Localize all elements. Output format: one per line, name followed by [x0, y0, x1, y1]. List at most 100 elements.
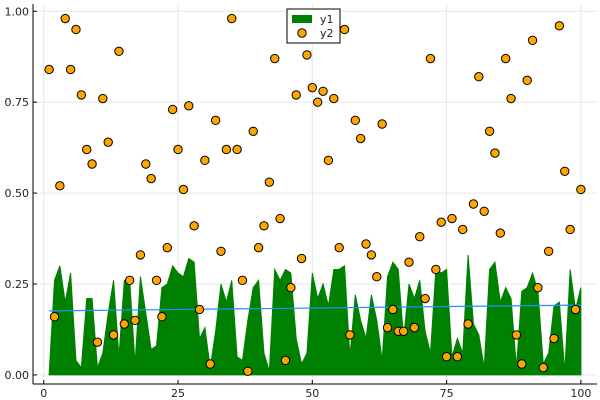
y-tick-label: 0.25 [5, 278, 30, 291]
y2-point [431, 264, 441, 275]
y2-point [468, 199, 479, 209]
y2-point [511, 330, 522, 340]
y2-point [484, 126, 495, 136]
y2-point [420, 293, 430, 304]
y2-point [533, 282, 543, 293]
x-tick-label: 25 [171, 387, 185, 400]
y2-point [162, 242, 172, 253]
y2-point [210, 115, 221, 126]
y2-point [130, 315, 140, 326]
y-tick-label: 0.50 [5, 187, 30, 200]
y2-point [270, 53, 280, 64]
y2-point [119, 319, 130, 329]
y2-point [232, 144, 242, 155]
y2-point [49, 312, 60, 322]
y2-point [361, 239, 371, 249]
y2-point [366, 250, 377, 260]
y2-point [329, 93, 339, 104]
y1-area-series [48, 254, 582, 376]
y2-point [479, 206, 489, 216]
y2-point [490, 148, 500, 158]
y2-point [87, 159, 97, 169]
y2-point [151, 275, 162, 286]
y2-point [377, 119, 387, 129]
y2-point [355, 133, 366, 144]
y2-point [463, 319, 473, 329]
y2-point [200, 155, 210, 166]
y2-point [506, 93, 516, 104]
x-tick-label: 100 [570, 387, 591, 400]
y2-point [167, 104, 178, 115]
y2-point [194, 304, 205, 315]
y2-point [135, 250, 146, 260]
y2-point [141, 159, 151, 169]
y2-point [415, 232, 425, 242]
y-tick-label: 0.00 [5, 369, 30, 382]
y-tick-label: 0.75 [5, 96, 30, 109]
tick-labels: 0 25 50 75 100 0.00 0.25 0.50 0.75 1.00 [5, 5, 592, 400]
y2-point [302, 50, 312, 60]
y2-point [500, 53, 511, 64]
y2-point [71, 24, 81, 35]
legend-swatch-y1 [292, 15, 312, 23]
y2-point [388, 304, 398, 315]
y2-point [565, 224, 575, 235]
legend-label: y2 [320, 27, 334, 40]
x-tick-label: 0 [40, 387, 47, 400]
y2-point [382, 322, 393, 333]
y2-point [157, 312, 167, 322]
y2-point [441, 352, 452, 362]
y2-point [216, 246, 226, 256]
y2-point [103, 137, 113, 147]
y2-point [560, 166, 570, 176]
y2-point [92, 337, 103, 347]
legend-swatch-y2 [297, 28, 307, 38]
legend-label: y1 [320, 13, 334, 26]
y2-point [55, 181, 65, 191]
y2-point [173, 144, 183, 155]
y2-point [334, 242, 344, 253]
y2-point [436, 217, 446, 227]
y2-point [184, 101, 194, 111]
y2-point [178, 184, 189, 195]
y2-point [243, 366, 253, 376]
y2-point [345, 330, 355, 340]
y2-point [447, 213, 457, 224]
y2-point [227, 13, 237, 24]
y2-point [114, 46, 124, 56]
y2-point [339, 24, 350, 35]
y2-point [280, 355, 291, 366]
y2-point [291, 90, 301, 100]
trend-line [49, 304, 581, 312]
y2-point [554, 21, 565, 31]
y2-point [549, 333, 559, 344]
y2-point [323, 155, 334, 166]
x-tick-label: 75 [440, 387, 454, 400]
y2-point [318, 86, 328, 96]
y2-point [253, 242, 264, 253]
y2-point [286, 282, 296, 293]
x-tick-label: 50 [305, 387, 319, 400]
y2-point [248, 126, 258, 136]
y2-point [312, 97, 323, 107]
y2-point [76, 90, 87, 100]
y1-area [48, 254, 582, 376]
y2-point [527, 35, 538, 46]
y2-point [517, 359, 527, 369]
y2-point [350, 115, 360, 126]
trend-line-series [49, 304, 581, 312]
y2-point [275, 213, 285, 224]
y2-point [296, 253, 307, 264]
y2-point [98, 93, 108, 104]
y2-point [221, 144, 232, 155]
y2-point [205, 359, 215, 369]
y2-point [44, 64, 54, 75]
y2-point [146, 173, 156, 184]
legend-box [286, 8, 341, 44]
y2-point [259, 221, 269, 231]
y2-point [108, 330, 119, 340]
y2-point [495, 228, 506, 238]
y2-point [82, 144, 92, 155]
